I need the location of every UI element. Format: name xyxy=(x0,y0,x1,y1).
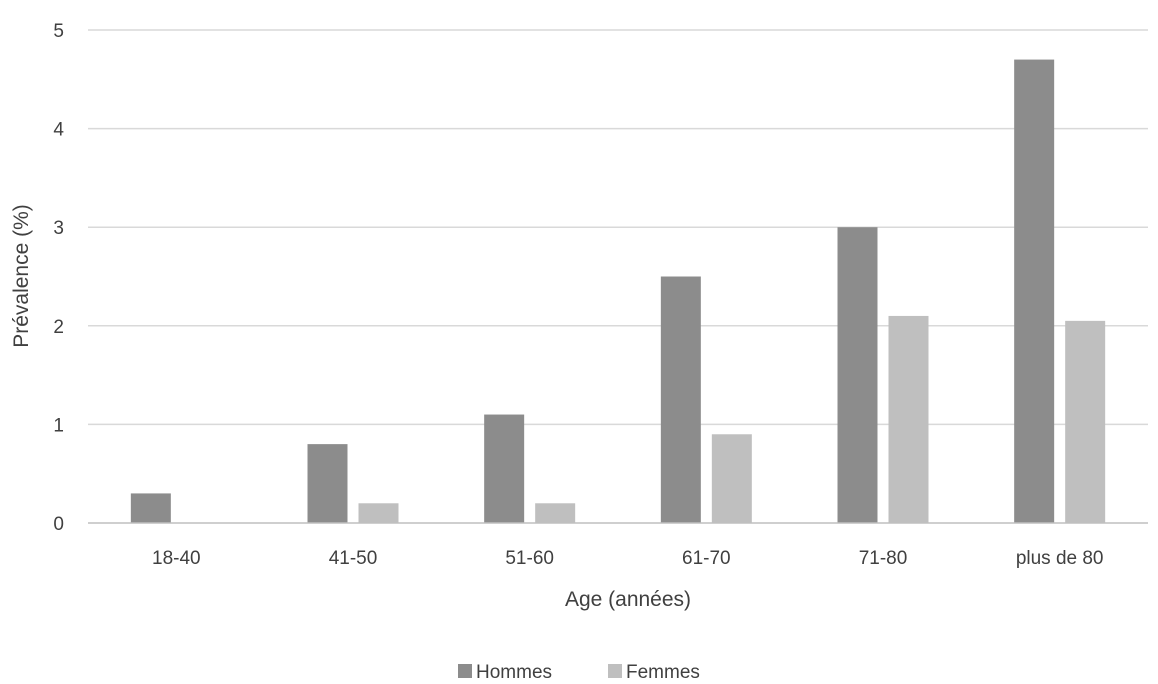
legend-swatch-femmes xyxy=(608,664,622,678)
y-tick-label: 5 xyxy=(53,21,64,42)
x-tick-label: 61-70 xyxy=(682,548,731,569)
bar-femmes-71-80 xyxy=(888,315,929,523)
legend-label-femmes: Femmes xyxy=(626,662,700,683)
bar-hommes-51-60 xyxy=(484,414,525,523)
bar-femmes-61-70 xyxy=(711,434,752,523)
y-axis-title: Prévalence (%) xyxy=(10,204,33,348)
x-tick-label: 51-60 xyxy=(505,548,554,569)
bar-hommes-18-40 xyxy=(130,493,171,523)
x-tick-label: 41-50 xyxy=(329,548,378,569)
x-tick-label: plus de 80 xyxy=(1016,548,1104,569)
y-tick-label: 0 xyxy=(53,514,64,535)
gridlines xyxy=(88,29,1148,426)
bar-hommes-61-70 xyxy=(660,276,701,523)
bars xyxy=(130,59,1106,524)
bar-hommes-plus-de-80 xyxy=(1014,59,1055,524)
legend-label-hommes: Hommes xyxy=(476,662,552,683)
x-tick-label: 71-80 xyxy=(859,548,908,569)
bar-femmes-41-50 xyxy=(358,503,399,523)
legend-swatch-hommes xyxy=(458,664,472,678)
bar-femmes-plus-de-80 xyxy=(1065,320,1106,523)
x-tick-label: 18-40 xyxy=(152,548,201,569)
x-axis-title: Age (années) xyxy=(565,588,691,611)
bar-hommes-71-80 xyxy=(837,227,878,523)
bar-femmes-51-60 xyxy=(535,503,576,523)
y-tick-label: 3 xyxy=(53,218,64,239)
x-axis-ticks: 18-40 41-50 51-60 61-70 71-80 plus de 80 xyxy=(152,548,1103,569)
y-tick-label: 2 xyxy=(53,317,64,338)
y-axis-ticks: 0 1 2 3 4 5 xyxy=(53,21,64,535)
bar-hommes-41-50 xyxy=(307,444,348,523)
y-tick-label: 4 xyxy=(53,120,64,141)
y-tick-label: 1 xyxy=(53,415,64,436)
legend: Hommes Femmes xyxy=(458,662,700,683)
